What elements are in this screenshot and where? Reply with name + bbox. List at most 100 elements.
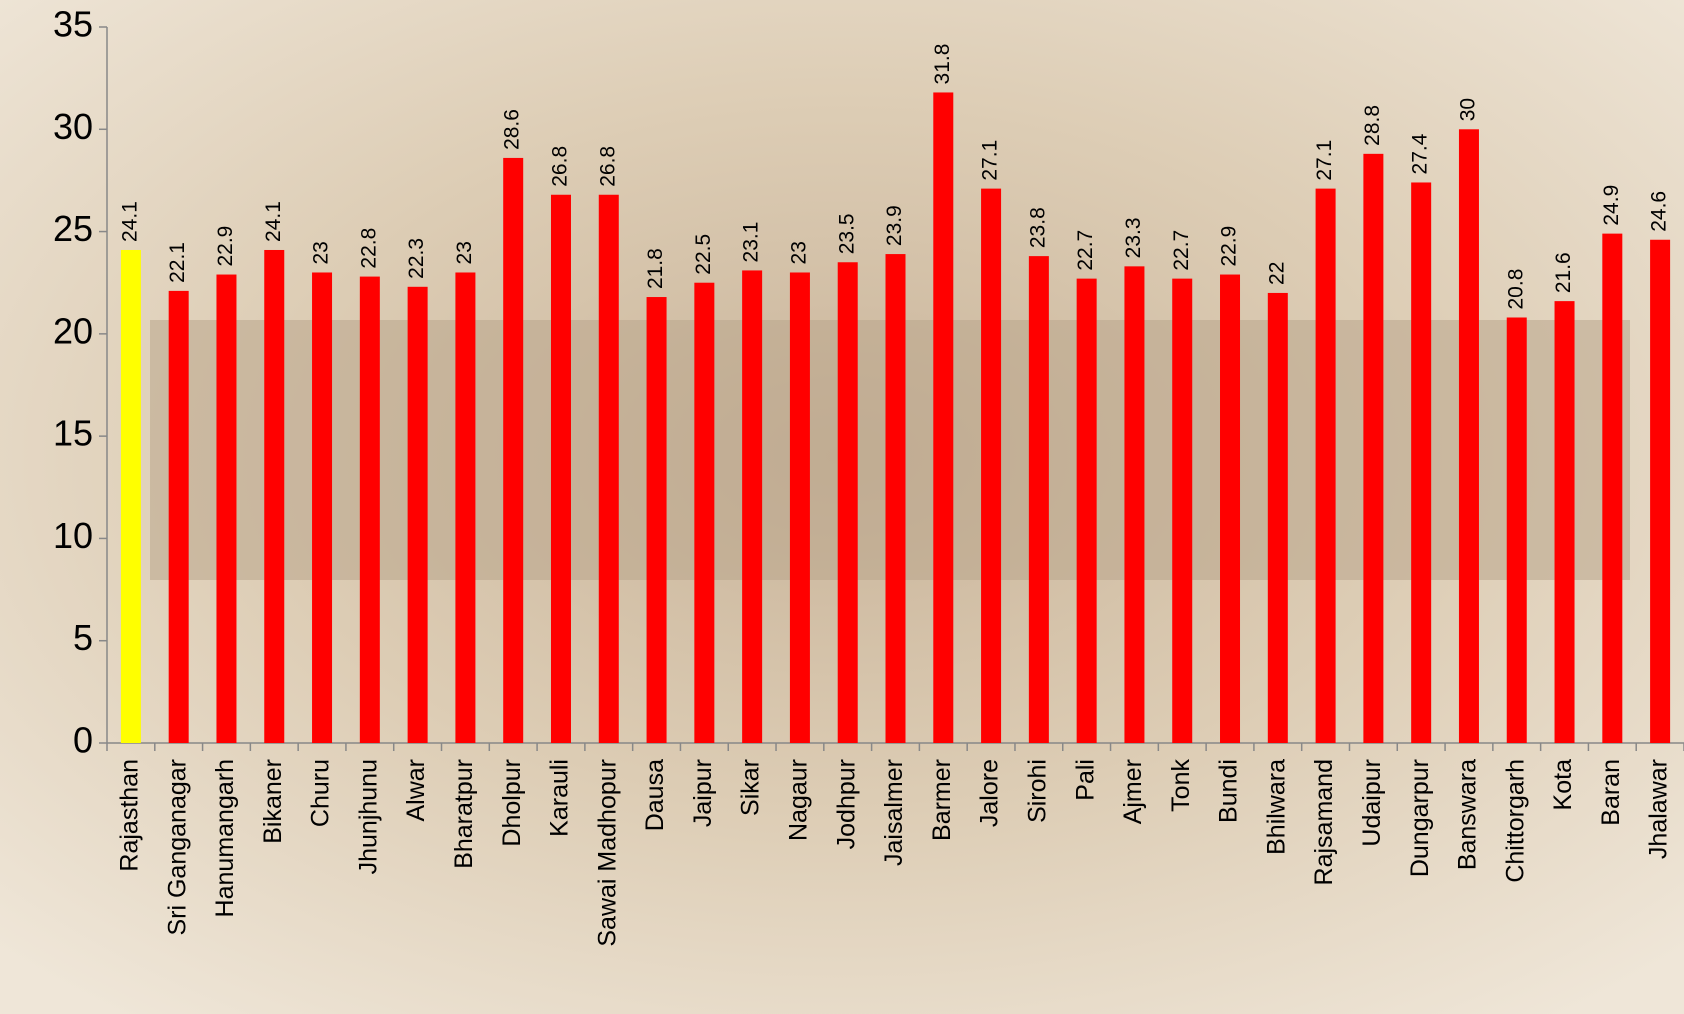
value-label: 24.1 [118,201,141,242]
bar [647,297,667,743]
x-tick-label: Jhalawar [1645,759,1673,859]
x-tick-label: Hanumangarh [211,759,239,917]
value-label: 23.9 [883,205,906,246]
bar [312,272,332,743]
x-tick-label: Bharatpur [450,759,478,869]
bar [1602,234,1622,743]
value-label: 26.8 [596,146,619,187]
bar [1124,266,1144,743]
x-tick-label: Baran [1597,759,1625,826]
value-label: 22.9 [214,226,237,267]
bar [503,158,523,743]
x-tick-label: Tonk [1167,759,1195,812]
value-label: 23 [310,241,333,264]
value-label: 23.3 [1122,217,1145,258]
x-tick-label: Pali [1071,759,1099,801]
bar [838,262,858,743]
bar [1555,301,1575,743]
bar [981,189,1001,743]
value-label: 26.8 [549,146,572,187]
value-label: 23.8 [1026,207,1049,248]
x-tick-label: Udaipur [1358,759,1386,847]
bar [1650,240,1670,743]
bar [169,291,189,743]
bar [1316,189,1336,743]
x-tick-label: Banswara [1454,759,1482,870]
bar [742,270,762,743]
x-tick-label: Chittorgarh [1501,759,1529,883]
bar [121,250,141,743]
x-tick-label: Sirohi [1023,759,1051,823]
x-tick-label: Ajmer [1119,759,1147,824]
x-tick-label: Sri Ganganagar [163,759,191,936]
bar [1459,129,1479,743]
value-label: 28.6 [501,109,524,150]
bar [551,195,571,743]
value-label: 27.1 [979,140,1002,181]
bar [1029,256,1049,743]
bar [455,272,475,743]
bar [264,250,284,743]
y-tick-label: 10 [53,515,93,556]
value-label: 24.9 [1600,185,1623,226]
value-label: 31.8 [931,44,954,85]
value-label: 27.1 [1313,140,1336,181]
y-tick-label: 5 [73,617,93,658]
x-tick-label: Churu [307,759,335,827]
bar [1507,317,1527,743]
x-tick-label: Nagaur [785,759,813,841]
y-tick-label: 0 [73,720,93,761]
x-tick-label: Dholpur [498,759,526,847]
x-tick-label: Barmer [928,759,956,841]
x-tick-label: Karauli [546,759,574,837]
value-label: 23.5 [835,213,858,254]
bar [1172,279,1192,743]
chart: 05101520253035Rajasthan24.1Sri Ganganaga… [0,0,1684,1014]
y-tick-label: 25 [53,208,93,249]
y-tick-label: 15 [53,413,93,454]
bar [1268,293,1288,743]
value-label: 23.1 [740,222,763,263]
x-tick-label: Dausa [641,759,669,831]
value-label: 24.6 [1648,191,1671,232]
y-tick-label: 20 [53,310,93,351]
value-label: 30 [1457,98,1480,121]
bar [886,254,906,743]
value-label: 24.1 [262,201,285,242]
bar [933,92,953,743]
x-tick-label: Sikar [737,759,765,816]
bar [1220,275,1240,743]
x-tick-label: Rajsamand [1310,759,1338,885]
x-tick-label: Rajasthan [116,759,144,872]
x-tick-label: Jalore [976,759,1004,827]
value-label: 21.8 [644,248,667,289]
value-label: 22.5 [692,234,715,275]
page: {"chart_data": {"type": "bar", "categori… [0,0,1684,1014]
x-tick-label: Bundi [1215,759,1243,823]
bar [1411,182,1431,743]
value-label: 21.6 [1552,252,1575,293]
value-label: 23 [453,241,476,264]
bar [694,283,714,743]
value-label: 22.1 [166,242,189,283]
bar [408,287,428,743]
x-tick-label: Bhilwara [1262,759,1290,855]
bar [216,275,236,743]
x-tick-label: Jaipur [689,759,717,827]
value-label: 20.8 [1504,269,1527,310]
value-label: 22.3 [405,238,428,279]
x-tick-label: Dungarpur [1406,759,1434,877]
bar [360,277,380,743]
value-label: 22.9 [1218,226,1241,267]
value-label: 22.7 [1074,230,1097,271]
x-tick-label: Jhunjhunu [354,759,382,874]
x-tick-label: Kota [1549,759,1577,811]
value-label: 22.8 [357,228,380,269]
y-tick-label: 30 [53,106,93,147]
x-tick-label: Jaisalmer [880,759,908,866]
bar [599,195,619,743]
bar [790,272,810,743]
bar [1363,154,1383,743]
x-tick-label: Alwar [402,759,430,822]
value-label: 22 [1265,262,1288,285]
